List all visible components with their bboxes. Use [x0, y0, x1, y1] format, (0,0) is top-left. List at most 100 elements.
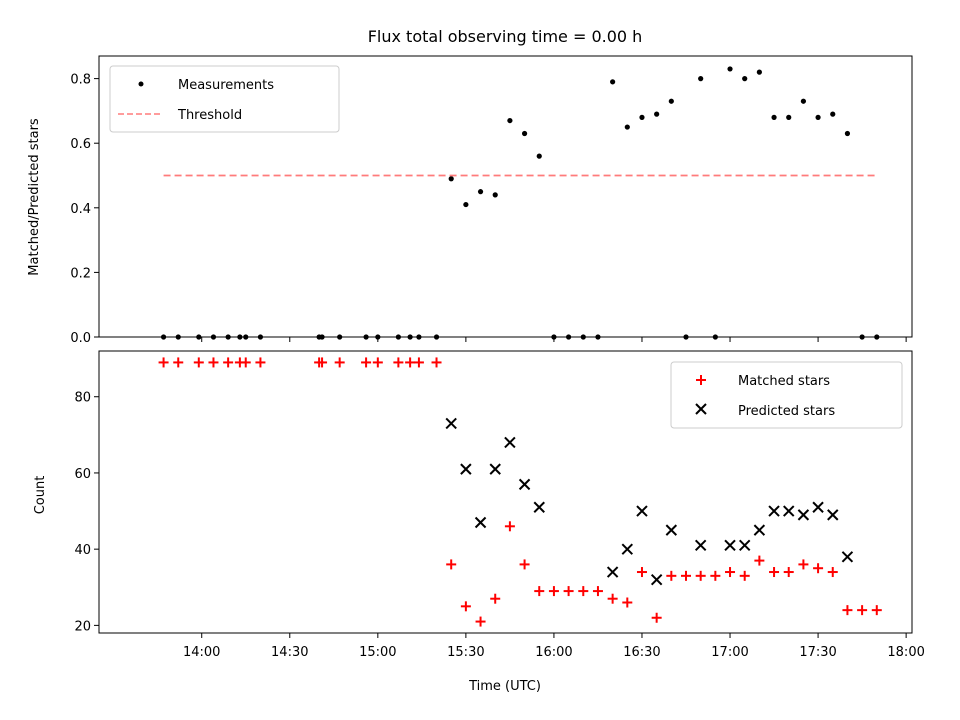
legend-threshold-label: Threshold [177, 108, 242, 123]
predicted-stars-point [827, 509, 839, 521]
measurements-point [639, 114, 645, 120]
bottom-x-tick-label: 15:00 [359, 645, 396, 660]
top-legend: Measurements Threshold [109, 65, 340, 133]
measurements-point [654, 111, 660, 117]
measurements-point [448, 176, 454, 182]
matched-stars-point [158, 357, 169, 368]
predicted-stars-point [504, 436, 516, 449]
matched-stars-point [813, 563, 824, 574]
matched-stars-point [636, 567, 647, 578]
measurements-point [610, 79, 616, 85]
matched-stars-point [446, 559, 457, 570]
top-y-tick-label: 0.8 [70, 73, 91, 88]
matched-stars-point [710, 570, 721, 581]
matched-stars-point [361, 357, 372, 368]
matched-stars-point [460, 601, 471, 612]
matched-stars-point [871, 605, 882, 616]
legend-matched-marker [696, 375, 706, 385]
bottom-legend-box [670, 361, 903, 429]
bottom-y-tick-label: 60 [74, 467, 91, 482]
bottom-plot-area: 14:00 14:30 15:00 15:30 16:00 16:30 17:00 17:30… [74, 357, 925, 660]
bottom-x-tick-label: 18:00 [887, 645, 924, 660]
matched-stars-point [504, 521, 515, 532]
top-y-tick-label: 0.0 [70, 331, 91, 346]
bottom-y-axis-label: Count [33, 476, 48, 515]
top-plot-frame [98, 55, 913, 338]
predicted-stars-point [445, 417, 457, 430]
predicted-stars-point [812, 501, 824, 513]
measurements-point [786, 114, 792, 120]
matched-stars-point [393, 357, 404, 368]
matched-stars-point [857, 605, 868, 616]
bottom-y-tick-label: 80 [74, 391, 91, 406]
predicted-stars-point [738, 539, 751, 552]
matched-stars-point [334, 357, 345, 368]
predicted-stars-point [474, 516, 487, 529]
matched-stars-point [475, 616, 486, 627]
bottom-x-tick-label: 16:30 [623, 645, 660, 660]
bottom-y-tick-label: 20 [74, 619, 91, 634]
matched-stars-point [490, 593, 501, 604]
measurements-point [463, 201, 469, 208]
predicted-stars-point [768, 505, 780, 517]
x-axis-label: Time (UTC) [468, 679, 541, 694]
matched-stars-point [548, 586, 559, 597]
matched-stars-point [769, 567, 780, 578]
measurements-point [536, 153, 542, 159]
predicted-stars-point [694, 539, 707, 552]
measurements-point [830, 111, 836, 117]
matched-stars-point [173, 357, 184, 368]
bottom-x-tick-label: 15:30 [447, 645, 484, 660]
bottom-x-tick-label: 16:00 [535, 645, 572, 660]
matched-stars-point [622, 597, 633, 608]
predicted-stars-point [650, 573, 663, 586]
matched-stars-point [842, 605, 853, 616]
matched-stars-point [754, 555, 765, 566]
matched-stars-point [681, 570, 692, 581]
predicted-stars-point [797, 509, 810, 521]
matched-stars-point [534, 586, 545, 597]
matched-stars-point [317, 357, 328, 368]
chart-title: Flux total observing time = 0.00 h [368, 27, 643, 46]
bottom-panel: Count Time (UTC) 14:00 14:30 15:00 15:30 16:… [33, 350, 925, 694]
predicted-stars-point [753, 524, 766, 536]
matched-stars-point [783, 567, 794, 578]
predicted-stars-point [636, 505, 648, 517]
matched-stars-point [607, 593, 618, 604]
matched-stars-point [519, 559, 530, 570]
measurements-point [507, 117, 513, 124]
measurements-point [477, 189, 484, 195]
predicted-stars-point [724, 539, 736, 552]
legend-measurements-label: Measurements [178, 78, 274, 93]
matched-stars-point [651, 612, 662, 623]
measurements-point [698, 76, 704, 82]
measurements-point [815, 114, 821, 120]
matched-stars-point [413, 357, 424, 368]
bottom-x-tick-label: 17:00 [711, 645, 748, 660]
matched-stars-point [739, 570, 750, 581]
predicted-stars-point [783, 505, 795, 517]
measurements-point [742, 76, 748, 82]
bottom-x-tick-label: 14:00 [183, 645, 220, 660]
matched-stars-point [372, 357, 383, 368]
top-legend-box [109, 65, 340, 133]
top-y-axis-label: Matched/Predicted stars [27, 118, 42, 276]
measurements-point [727, 66, 733, 72]
measurements-point [844, 130, 851, 137]
measurements-point [492, 192, 498, 198]
matched-stars-point [405, 357, 416, 368]
predicted-stars-point [489, 463, 501, 475]
bottom-x-tick-label: 14:30 [271, 645, 308, 660]
top-y-tick-label: 0.4 [70, 202, 91, 217]
matched-stars-point [431, 357, 442, 368]
measurements-point [624, 124, 630, 130]
matched-stars-point [592, 586, 603, 597]
measurements-point [521, 130, 528, 137]
predicted-stars-point [518, 478, 531, 491]
matched-stars-point [827, 567, 838, 578]
predicted-stars-point [533, 501, 545, 513]
matched-stars-point [725, 567, 736, 578]
measurements-point [800, 98, 807, 104]
predicted-stars-point [665, 524, 678, 536]
